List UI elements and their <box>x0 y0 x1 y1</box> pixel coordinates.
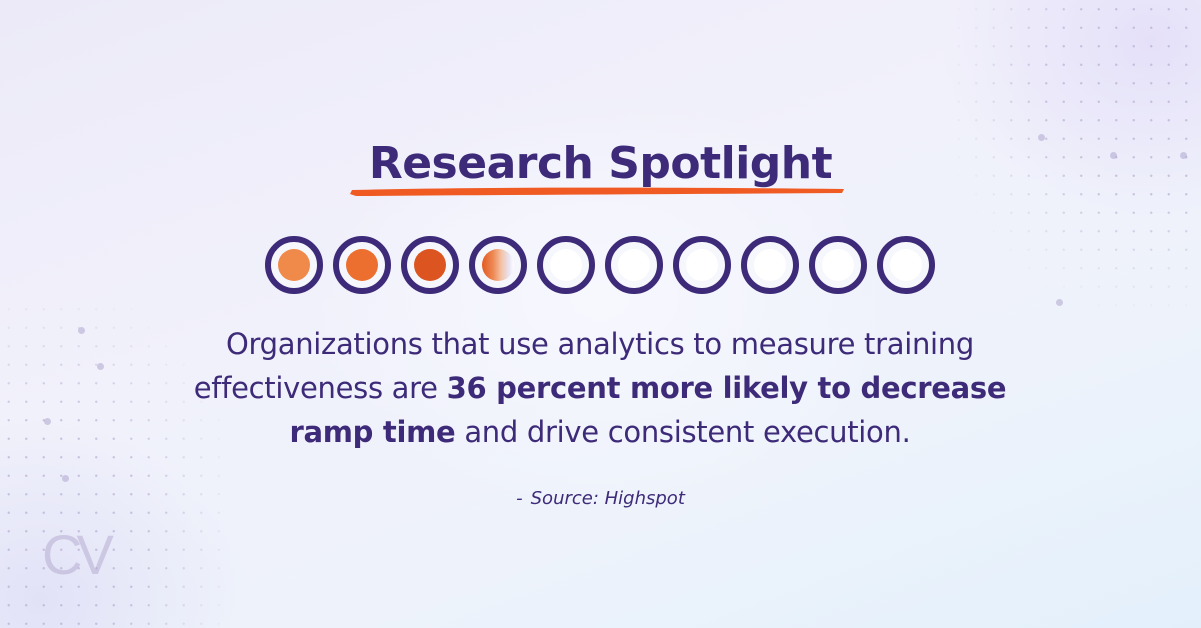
ring-fill-icon <box>346 249 378 281</box>
title-container: Research Spotlight <box>0 138 1201 191</box>
quote-line-1: Organizations that use analytics to meas… <box>225 327 974 361</box>
quote-highlight-2: ramp time <box>289 415 456 449</box>
progress-indicator <box>265 236 935 296</box>
page-title: Research Spotlight <box>368 138 833 189</box>
progress-ring-5 <box>537 236 595 294</box>
progress-ring-1 <box>265 236 323 294</box>
quote-text: Organizations that use analytics to meas… <box>150 322 1050 454</box>
cv-logo: CV <box>42 523 114 586</box>
decorative-dot <box>1056 299 1063 306</box>
progress-ring-9 <box>809 236 867 294</box>
quote-line-2-text: effectiveness are <box>193 371 447 405</box>
source-text: Source: Highspot <box>530 488 685 509</box>
brush-underline-icon <box>350 187 844 196</box>
ring-empty-icon <box>754 249 786 281</box>
dot-pattern-top-right <box>950 0 1201 310</box>
source-attribution: - Source: Highspot <box>0 488 1201 509</box>
decorative-dot <box>1110 152 1117 159</box>
decorative-dot <box>1180 152 1187 159</box>
ring-half-fill-icon <box>482 249 514 281</box>
decorative-dot <box>44 418 51 425</box>
ring-empty-icon <box>890 249 922 281</box>
progress-ring-2 <box>333 236 391 294</box>
progress-ring-7 <box>673 236 731 294</box>
ring-fill-icon <box>278 249 310 281</box>
quote-line-3: ramp time and drive consistent execution… <box>150 410 1050 454</box>
progress-ring-3 <box>401 236 459 294</box>
quote-line-2: effectiveness are 36 percent more likely… <box>150 366 1050 410</box>
progress-ring-4 <box>469 236 527 294</box>
source-dash: - <box>516 488 523 509</box>
ring-empty-icon <box>822 249 854 281</box>
decorative-dot <box>1038 134 1045 141</box>
dot-pattern-bottom-left <box>0 300 230 628</box>
progress-ring-8 <box>741 236 799 294</box>
ring-empty-icon <box>686 249 718 281</box>
decorative-dot <box>78 327 85 334</box>
quote-highlight: 36 percent more likely to decrease <box>446 371 1007 405</box>
decorative-dot <box>97 363 104 370</box>
progress-ring-6 <box>605 236 663 294</box>
ring-fill-icon <box>414 249 446 281</box>
ring-empty-icon <box>550 249 582 281</box>
ring-empty-icon <box>618 249 650 281</box>
quote-line-3-text: and drive consistent execution. <box>455 415 911 449</box>
progress-ring-10 <box>877 236 935 294</box>
decorative-dot <box>62 475 69 482</box>
